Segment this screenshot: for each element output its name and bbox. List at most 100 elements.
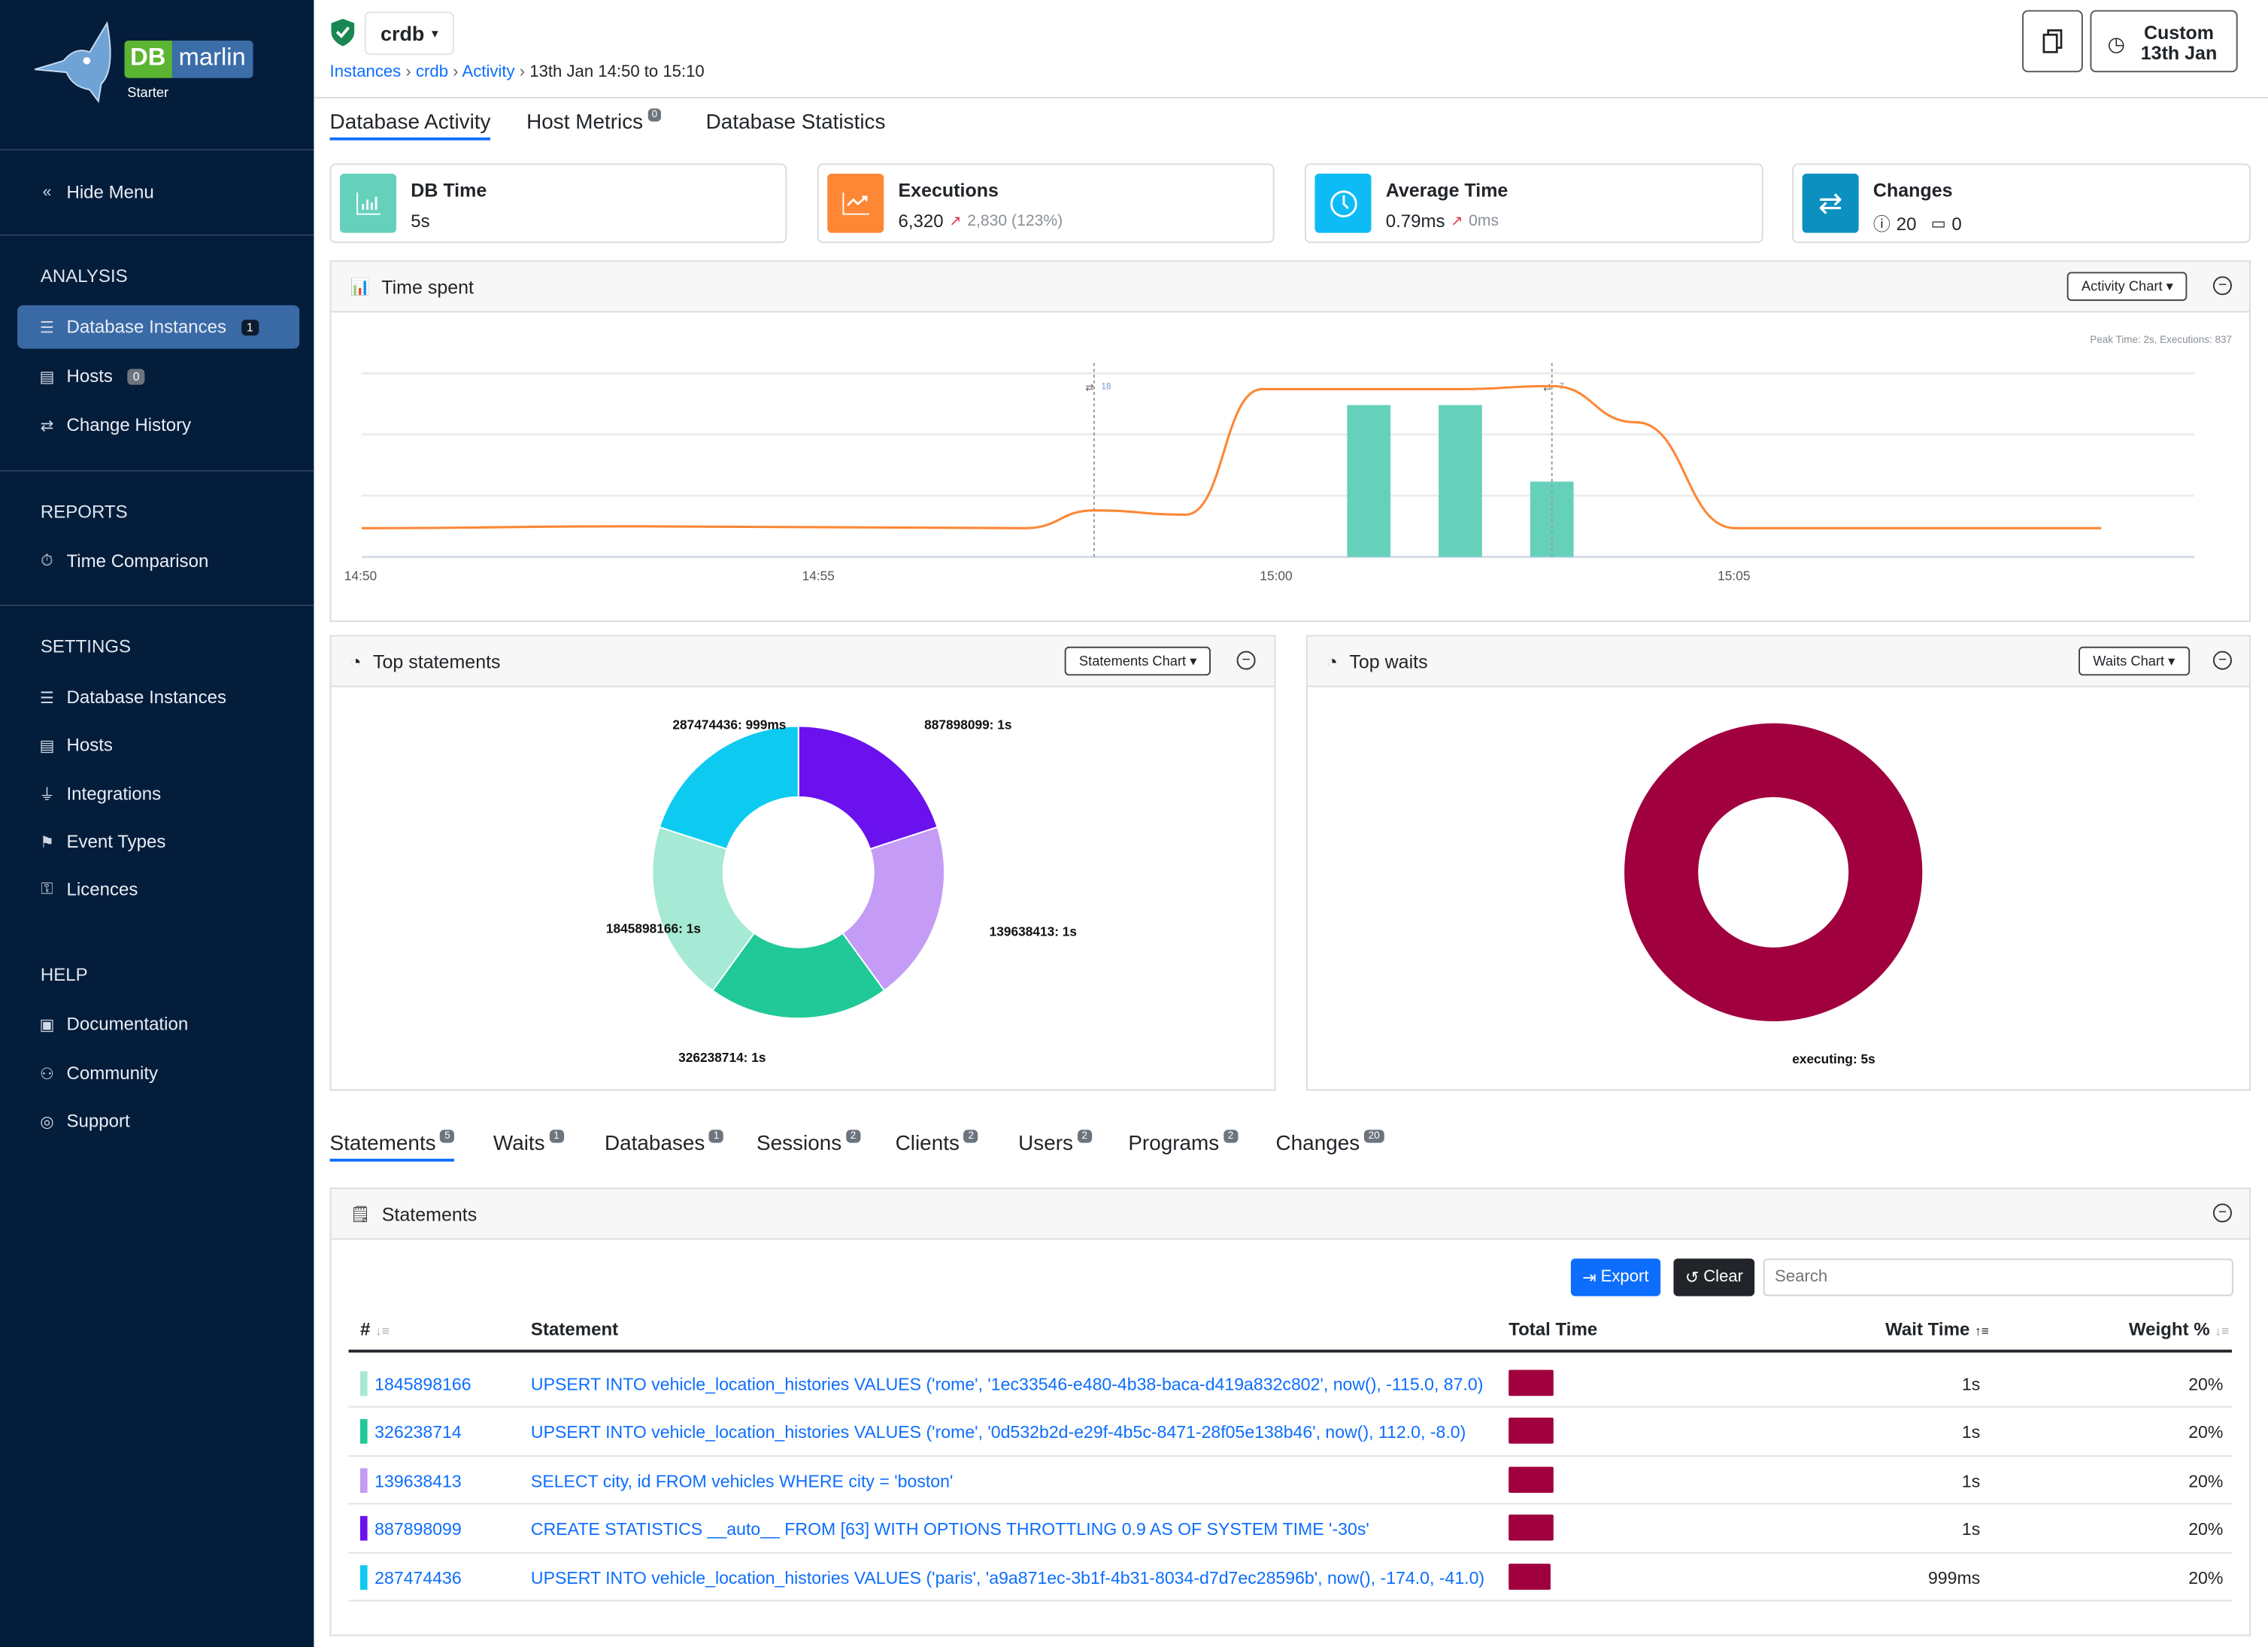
arrows-exchange-icon: ⇄ bbox=[40, 417, 54, 435]
col-total-time[interactable]: Total Time bbox=[1508, 1319, 1598, 1340]
statement-id-link[interactable]: 887898099 bbox=[374, 1519, 462, 1539]
sidebar-item-support[interactable]: ◎ Support bbox=[17, 1100, 299, 1143]
count-badge: 1 bbox=[549, 1130, 564, 1143]
tab-sessions[interactable]: Sessions 2 bbox=[757, 1130, 861, 1156]
tab-database-statistics[interactable]: Database Statistics bbox=[706, 111, 886, 135]
time-range-button[interactable]: ◷ Custom 13th Jan bbox=[2090, 10, 2238, 73]
tab-waits[interactable]: Waits 1 bbox=[493, 1130, 564, 1156]
breadcrumb: Instances › crdb › Activity › 13th Jan 1… bbox=[329, 63, 705, 81]
search-input[interactable] bbox=[1763, 1258, 2233, 1297]
donut-slice[interactable] bbox=[658, 725, 799, 851]
sidebar-item-settings-database-instances[interactable]: ☰ Database Instances bbox=[17, 675, 299, 719]
col-statement[interactable]: Statement bbox=[530, 1319, 619, 1340]
tab-changes[interactable]: Changes 20 bbox=[1276, 1130, 1384, 1156]
chevron-down-icon: ▾ bbox=[431, 25, 438, 40]
header-divider bbox=[314, 96, 2268, 99]
donut-slice[interactable] bbox=[651, 826, 756, 992]
logo-wordmark: DB marlin bbox=[124, 40, 253, 78]
export-button[interactable]: ⇥ Export bbox=[1570, 1258, 1660, 1297]
collapse-icon[interactable]: − bbox=[2212, 651, 2232, 670]
table-header: # ↓≡ Statement Total Time Wait Time ↑≡ W… bbox=[348, 1311, 2232, 1353]
table-row[interactable]: 139638413 SELECT city, id FROM vehicles … bbox=[348, 1457, 2232, 1505]
kpi-value: 6,320 bbox=[898, 211, 944, 232]
tab-host-metrics[interactable]: Host Metrics 0 bbox=[526, 108, 662, 135]
table-row[interactable]: 887898099 CREATE STATISTICS __auto__ FRO… bbox=[348, 1505, 2232, 1554]
statements-chart-dropdown[interactable]: Statements Chart ▾ bbox=[1064, 646, 1211, 676]
divider bbox=[0, 605, 314, 606]
label: Integrations bbox=[66, 784, 162, 805]
slice-label: 1845898166: 1s bbox=[606, 921, 701, 936]
statement-id-link[interactable]: 139638413 bbox=[374, 1470, 462, 1491]
event-icon: ⚑ bbox=[40, 833, 55, 851]
copy-button[interactable] bbox=[2022, 10, 2083, 73]
breadcrumb-crdb[interactable]: crdb bbox=[415, 63, 449, 81]
change-marker-icon[interactable]: ⇄ bbox=[1085, 381, 1093, 393]
instance-selector[interactable]: crdb ▾ bbox=[364, 11, 454, 56]
arrows-exchange-icon: ⇄ bbox=[1802, 173, 1859, 233]
section-analysis: ANALYSIS bbox=[40, 265, 128, 287]
col-weight[interactable]: Weight % ↓≡ bbox=[2129, 1319, 2229, 1339]
statement-text-link[interactable]: CREATE STATISTICS __auto__ FROM [63] WIT… bbox=[530, 1519, 1369, 1539]
table-row[interactable]: 1845898166 UPSERT INTO vehicle_location_… bbox=[348, 1360, 2232, 1409]
panel-header: 📊 Time spent bbox=[331, 262, 2250, 313]
tab-database-activity[interactable]: Database Activity bbox=[329, 111, 491, 141]
activity-chart-dropdown[interactable]: Activity Chart ▾ bbox=[2066, 271, 2188, 302]
statement-id-link[interactable]: 326238714 bbox=[374, 1422, 462, 1443]
tab-databases[interactable]: Databases 1 bbox=[605, 1130, 724, 1156]
color-swatch bbox=[359, 1516, 368, 1541]
count-badge: 5 bbox=[440, 1130, 455, 1143]
x-tick-label: 15:00 bbox=[1260, 568, 1292, 583]
label: Documentation bbox=[66, 1014, 189, 1035]
top-statements-donut: 887898099: 1s 139638413: 1s 326238714: 1s 1… bbox=[606, 717, 1077, 1064]
sidebar-item-database-instances[interactable]: ☰ Database Instances 1 bbox=[17, 305, 300, 349]
collapse-icon[interactable]: − bbox=[2212, 276, 2232, 296]
statement-text-link[interactable]: SELECT city, id FROM vehicles WHERE city… bbox=[530, 1470, 954, 1491]
peak-note: Peak Time: 2s, Executions: 837 bbox=[2090, 335, 2232, 346]
stopwatch-icon: ⏱ bbox=[41, 551, 53, 569]
bar[interactable] bbox=[1347, 405, 1391, 557]
statement-id-link[interactable]: 1845898166 bbox=[374, 1374, 471, 1395]
panel-title: Top statements bbox=[372, 650, 501, 672]
donut-slice[interactable] bbox=[841, 826, 945, 992]
table-row[interactable]: 287474436 UPSERT INTO vehicle_location_h… bbox=[348, 1553, 2232, 1602]
sidebar-item-settings-hosts[interactable]: ▤ Hosts bbox=[17, 723, 299, 767]
breadcrumb-instances[interactable]: Instances bbox=[329, 63, 402, 81]
sidebar-item-community[interactable]: ⚇ Community bbox=[17, 1051, 299, 1095]
sidebar-item-change-history[interactable]: ⇄ Change History bbox=[17, 404, 299, 447]
kpi-title: Executions bbox=[898, 179, 999, 202]
hide-menu-button[interactable]: « Hide Menu bbox=[17, 171, 299, 214]
col-id[interactable]: # ↓≡ bbox=[360, 1319, 390, 1339]
statement-text-link[interactable]: UPSERT INTO vehicle_location_histories V… bbox=[530, 1422, 1466, 1443]
collapse-icon[interactable]: − bbox=[1236, 651, 1256, 670]
col-wait-time[interactable]: Wait Time ↑≡ bbox=[1885, 1319, 1989, 1339]
sidebar-item-documentation[interactable]: ▣ Documentation bbox=[17, 1002, 299, 1046]
clear-button[interactable]: ↺ Clear bbox=[1673, 1258, 1755, 1297]
donut-slice[interactable] bbox=[711, 932, 886, 1020]
tab-statements[interactable]: Statements 5 bbox=[329, 1130, 455, 1162]
sidebar-item-licences[interactable]: ⚿ Licences bbox=[17, 868, 299, 911]
sidebar-item-event-types[interactable]: ⚑ Event Types bbox=[17, 820, 299, 864]
copy-icon bbox=[2042, 29, 2063, 53]
time-spent-line[interactable] bbox=[361, 384, 2102, 529]
bar[interactable] bbox=[1439, 405, 1482, 557]
tab-programs[interactable]: Programs 2 bbox=[1128, 1130, 1239, 1156]
change-marker-label: 18 bbox=[1102, 382, 1111, 391]
donut-slice[interactable] bbox=[1624, 723, 1923, 1021]
table-row[interactable]: 326238714 UPSERT INTO vehicle_location_h… bbox=[348, 1408, 2232, 1457]
statement-text-link[interactable]: UPSERT INTO vehicle_location_histories V… bbox=[530, 1374, 1484, 1395]
tab-clients[interactable]: Clients 2 bbox=[896, 1130, 978, 1156]
sidebar-item-time-comparison[interactable]: ⏱ Time Comparison bbox=[17, 539, 299, 583]
tab-users[interactable]: Users 2 bbox=[1018, 1130, 1092, 1156]
statement-text-link[interactable]: UPSERT INTO vehicle_location_histories V… bbox=[530, 1567, 1485, 1588]
donut-slice[interactable] bbox=[797, 725, 938, 851]
waits-chart-dropdown[interactable]: Waits Chart ▾ bbox=[2078, 646, 2190, 676]
sidebar-item-integrations[interactable]: ⏚ Integrations bbox=[17, 772, 299, 816]
dbmarlin-logo[interactable]: DB marlin Starter bbox=[32, 20, 263, 107]
sidebar-item-hosts[interactable]: ▤ Hosts 0 bbox=[17, 354, 299, 398]
breadcrumb-activity[interactable]: Activity bbox=[462, 63, 515, 81]
label: Statements Chart bbox=[1078, 653, 1187, 669]
collapse-icon[interactable]: − bbox=[2212, 1203, 2232, 1223]
label: Database Statistics bbox=[705, 111, 886, 135]
statement-id-link[interactable]: 287474436 bbox=[374, 1567, 462, 1588]
lifebuoy-icon: ◎ bbox=[40, 1113, 54, 1131]
